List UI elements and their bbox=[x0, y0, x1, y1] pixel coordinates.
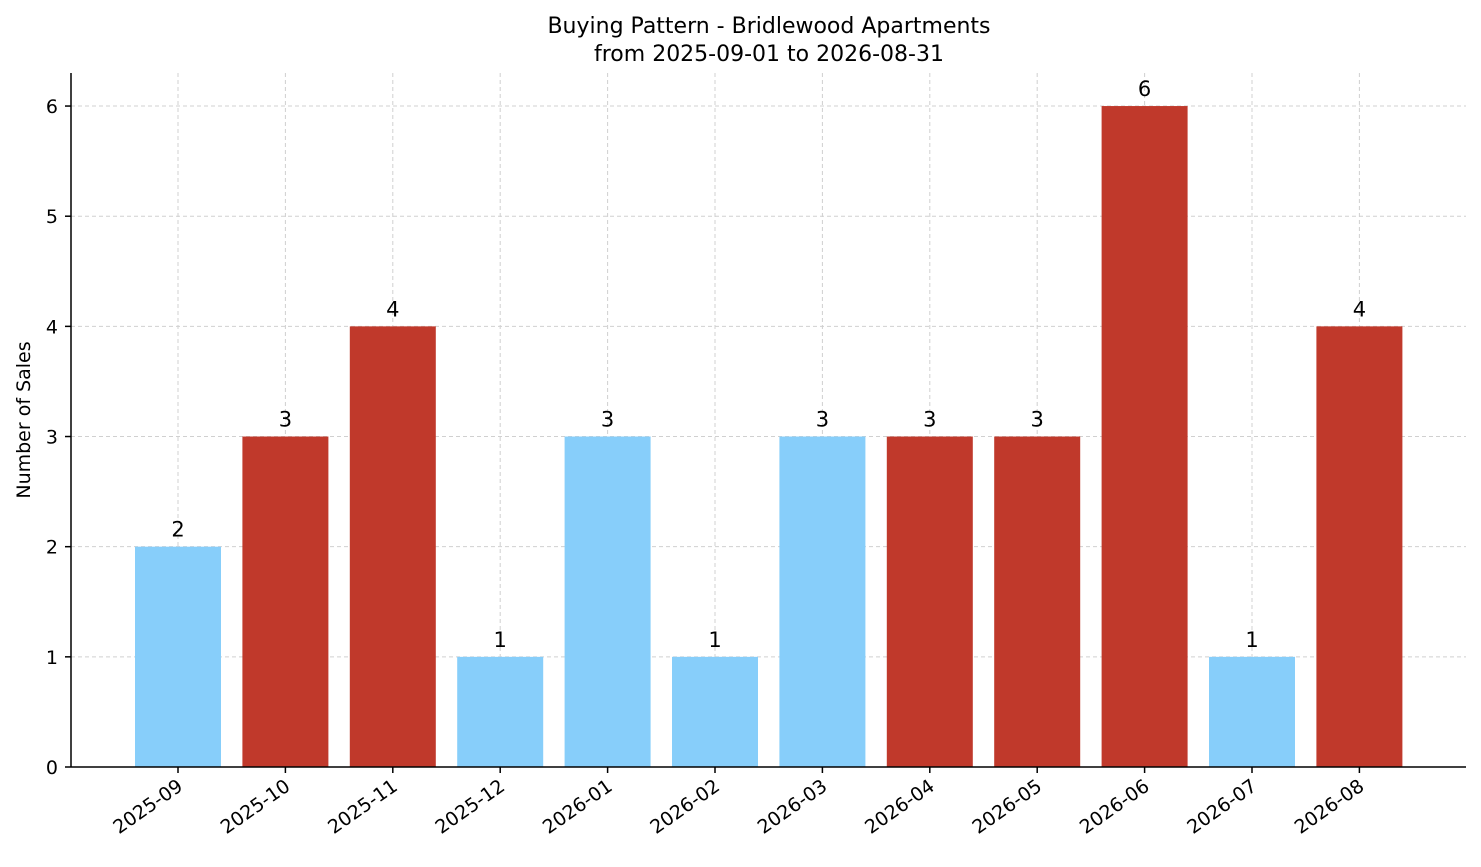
data-label-2026-07: 1 bbox=[1245, 628, 1258, 652]
x-tick-label: 2026-06 bbox=[1076, 775, 1154, 839]
bar-2025-10 bbox=[242, 436, 329, 767]
data-labels: 2 3 4 1 3 1 3 3 3 6 1 4 bbox=[171, 77, 1366, 652]
data-label-2025-10: 3 bbox=[279, 408, 292, 432]
data-label-2025-09: 2 bbox=[171, 518, 184, 542]
x-tick-label: 2026-02 bbox=[646, 775, 724, 839]
bar-2026-08 bbox=[1316, 326, 1403, 767]
x-tick-label: 2026-04 bbox=[861, 775, 939, 839]
bar-2025-12 bbox=[457, 656, 544, 767]
x-tick-label: 2025-10 bbox=[217, 775, 295, 839]
data-label-2026-08: 4 bbox=[1353, 297, 1366, 321]
data-label-2026-06: 6 bbox=[1138, 77, 1151, 101]
x-tick-label: 2025-09 bbox=[109, 775, 187, 839]
bar-2026-03 bbox=[779, 436, 866, 767]
x-tick-label: 2026-03 bbox=[754, 775, 832, 839]
y-tick-label: 1 bbox=[46, 647, 58, 669]
x-tick-label: 2026-08 bbox=[1291, 775, 1369, 839]
bar-2026-04 bbox=[886, 436, 973, 767]
bar-2025-11 bbox=[349, 326, 436, 767]
bar-2025-09 bbox=[135, 546, 221, 767]
bar-2026-01 bbox=[564, 436, 651, 767]
data-label-2026-02: 1 bbox=[708, 628, 721, 652]
y-tick-label: 6 bbox=[46, 96, 58, 118]
bar-2026-02 bbox=[672, 656, 758, 767]
data-label-2026-04: 3 bbox=[923, 408, 936, 432]
y-tick-label: 0 bbox=[46, 757, 58, 779]
x-tick-label: 2025-12 bbox=[431, 775, 509, 839]
bar-2026-07 bbox=[1209, 656, 1295, 767]
x-tick-label: 2026-05 bbox=[968, 775, 1046, 839]
chart-subtitle: from 2025-09-01 to 2026-08-31 bbox=[594, 42, 944, 67]
data-label-2025-12: 1 bbox=[494, 628, 507, 652]
data-label-2026-01: 3 bbox=[601, 408, 614, 432]
bar-2026-06 bbox=[1101, 106, 1188, 768]
data-label-2025-11: 4 bbox=[386, 297, 399, 321]
data-label-2026-05: 3 bbox=[1031, 408, 1044, 432]
y-tick-label: 3 bbox=[46, 427, 58, 449]
bar-2026-05 bbox=[994, 436, 1081, 767]
y-axis-label: Number of Sales bbox=[13, 341, 35, 498]
data-label-2026-03: 3 bbox=[816, 408, 829, 432]
x-tick-label: 2026-01 bbox=[539, 775, 617, 839]
x-tick-label: 2026-07 bbox=[1183, 775, 1261, 839]
bars bbox=[135, 106, 1403, 768]
y-tick-label: 4 bbox=[46, 316, 58, 338]
y-tick-label: 2 bbox=[46, 537, 58, 559]
chart-title: Buying Pattern - Bridlewood Apartments bbox=[547, 14, 990, 39]
y-tick-label: 5 bbox=[46, 206, 58, 228]
x-tick-label: 2025-11 bbox=[324, 775, 402, 839]
